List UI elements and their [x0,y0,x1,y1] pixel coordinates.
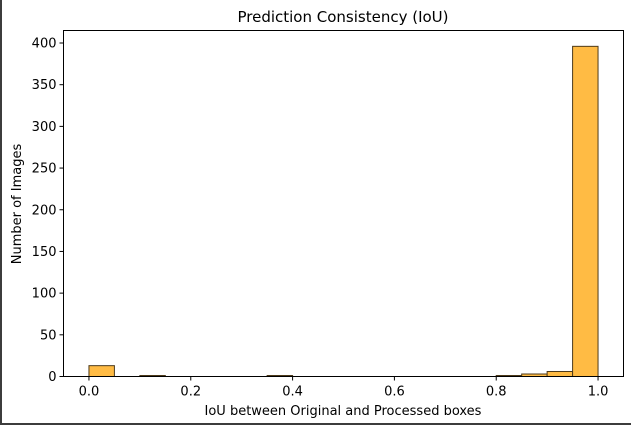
chart-title: Prediction Consistency (IoU) [237,8,448,26]
y-tick-label: 250 [32,162,57,177]
histogram-bar [546,370,574,377]
histogram-bar [88,365,115,377]
x-tick-label: 0.2 [180,385,201,400]
y-tick-label: 350 [32,78,57,93]
x-axis-ticks: 0.0 0.2 0.4 0.6 0.8 1.0 [79,376,609,400]
x-tick-label: 0.4 [282,385,303,400]
y-tick-label: 400 [32,37,57,52]
x-tick-label: 0.8 [486,385,507,400]
x-tick-label: 0.0 [79,385,100,400]
x-tick-label: 0.6 [384,385,405,400]
y-tick-label: 50 [40,328,57,343]
y-tick-label: 300 [32,120,57,135]
y-tick-label: 200 [32,203,57,218]
y-tick-label: 0 [48,370,56,385]
y-axis-ticks: 0 50 100 150 200 250 300 350 400 [32,37,64,385]
histogram-bars [88,45,599,378]
plot-area [63,30,624,377]
x-tick-label: 1.0 [588,385,609,400]
x-axis-label: IoU between Original and Processed boxes [205,404,482,419]
y-tick-label: 150 [32,245,57,260]
y-tick-label: 100 [32,287,57,302]
y-axis-label: Number of Images [10,144,25,265]
histogram-bar [572,45,599,377]
